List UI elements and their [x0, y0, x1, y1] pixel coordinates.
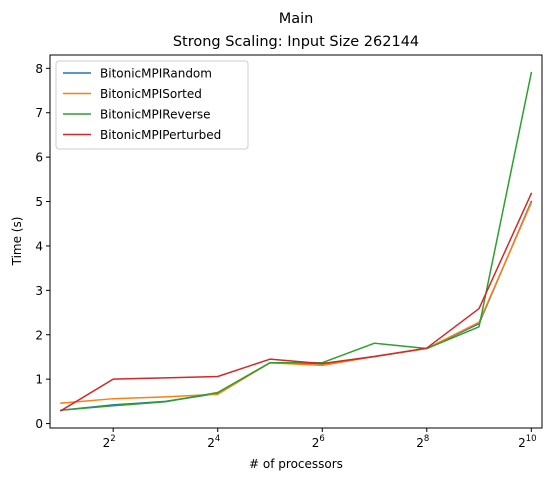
y-tick-label: 7: [35, 106, 43, 120]
y-tick-label: 4: [35, 239, 43, 253]
x-tick-label: 22: [103, 434, 116, 450]
x-axis-ticks: 22 24 26 28 210: [103, 428, 537, 450]
chart-title: Main: [279, 11, 314, 27]
x-tick-label: 26: [312, 434, 325, 450]
legend-label: BitonicMPIPerturbed: [100, 128, 221, 142]
y-axis-ticks: 0 1 2 3 4 5 6 7 8: [35, 62, 50, 431]
legend-label: BitonicMPISorted: [100, 87, 202, 101]
series-line-BitonicMPISorted: [60, 201, 533, 404]
y-tick-label: 1: [35, 373, 43, 387]
legend-label: BitonicMPIReverse: [100, 108, 211, 122]
plot-area-frame: [49, 54, 543, 429]
legend: BitonicMPIRandom BitonicMPISorted BitonicM…: [55, 60, 249, 150]
series-line-BitonicMPIReverse: [60, 71, 533, 412]
y-axis-label: Time (s): [10, 217, 24, 267]
legend-box: [55, 60, 249, 150]
legend-label: BitonicMPIRandom: [100, 67, 212, 81]
y-tick-label: 8: [35, 62, 43, 76]
y-tick-label: 6: [35, 151, 43, 165]
y-tick-label: 0: [35, 417, 43, 431]
x-tick-label: 24: [207, 434, 220, 450]
chart-subtitle: Strong Scaling: Input Size 262144: [173, 34, 419, 50]
x-tick-label: 210: [518, 434, 536, 450]
y-tick-label: 2: [35, 328, 43, 342]
series-line-BitonicMPIPerturbed: [59, 192, 533, 412]
y-tick-label: 3: [35, 284, 43, 298]
x-axis-label: # of processors: [249, 457, 343, 471]
y-tick-label: 5: [35, 195, 43, 209]
x-tick-label: 28: [416, 434, 429, 450]
plot-series-group: [59, 71, 533, 412]
